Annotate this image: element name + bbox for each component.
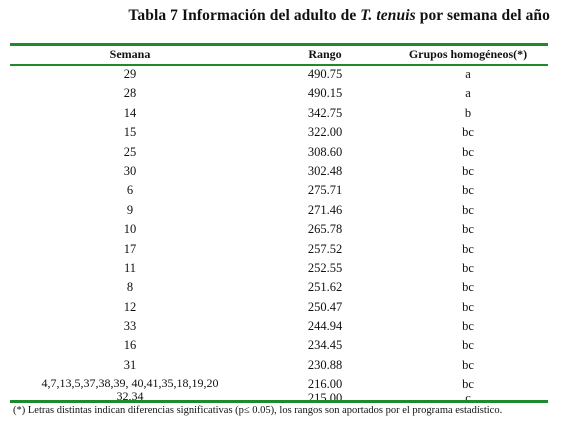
cell-rango: 265.78 xyxy=(307,222,343,237)
cell-rango: 342.75 xyxy=(307,105,343,120)
table-bottom-rule xyxy=(10,400,548,403)
table-row: 29 490.75 a xyxy=(0,67,568,86)
cell-rango: 302.48 xyxy=(307,163,343,178)
cell-grupo-line2: c xyxy=(465,391,471,406)
cell-rango-line1: 216.00 xyxy=(307,377,343,392)
table-row: 28 490.15 a xyxy=(0,86,568,105)
cell-grupo: bc xyxy=(462,260,474,275)
cell-rango: 490.15 xyxy=(307,86,343,101)
cell-semana: 30 xyxy=(123,163,137,178)
table-row: 8 251.62 bc xyxy=(0,280,568,299)
cell-rango: 234.45 xyxy=(307,338,343,353)
table-row: 12 250.47 bc xyxy=(0,300,568,319)
cell-rango: 252.55 xyxy=(307,260,343,275)
table-row: 10 265.78 bc xyxy=(0,222,568,241)
cell-grupo: bc xyxy=(462,299,474,314)
title-species: T. tenuis xyxy=(360,7,416,24)
cell-semana: 6 xyxy=(126,183,134,198)
cell-semana: 9 xyxy=(126,202,134,217)
cell-grupo: a xyxy=(465,86,471,101)
cell-grupo: bc c xyxy=(380,377,556,405)
cell-semana-line2: 32,34 xyxy=(116,388,144,403)
cell-semana-line1: 4,7,13,5,37,38,39, 40,41,35,18,19,20 xyxy=(41,376,219,391)
cell-semana: 28 xyxy=(123,86,137,101)
cell-grupo: bc xyxy=(462,280,474,295)
cell-rango: 230.88 xyxy=(307,357,343,372)
title-prefix: Tabla 7 Información del adulto de xyxy=(128,7,361,24)
cell-semana: 16 xyxy=(123,338,137,353)
table-row: 17 257.52 bc xyxy=(0,242,568,261)
cell-semana: 10 xyxy=(123,222,137,237)
table-row: 15 322.00 bc xyxy=(0,125,568,144)
title-suffix: por semana del año xyxy=(415,7,550,24)
cell-rango: 251.62 xyxy=(307,280,343,295)
cell-rango: 275.71 xyxy=(307,183,343,198)
table-row: 31 230.88 bc xyxy=(0,358,568,377)
cell-rango: 308.60 xyxy=(307,144,343,159)
cell-semana: 4,7,13,5,37,38,39, 40,41,35,18,19,20 32,3… xyxy=(10,377,250,402)
table-row: 30 302.48 bc xyxy=(0,164,568,183)
cell-semana: 14 xyxy=(123,105,137,120)
cell-grupo: a xyxy=(465,67,471,81)
cell-semana: 33 xyxy=(123,319,137,334)
cell-grupo: bc xyxy=(462,202,474,217)
table-row: 25 308.60 bc xyxy=(0,145,568,164)
table-header-rule xyxy=(10,64,548,66)
cell-rango-line2: 215.00 xyxy=(307,391,343,406)
table-footnote: (*) Letras distintas indican diferencias… xyxy=(13,405,503,416)
cell-rango: 244.94 xyxy=(307,319,343,334)
cell-rango: 271.46 xyxy=(307,202,343,217)
cell-semana: 11 xyxy=(123,260,137,275)
cell-rango: 250.47 xyxy=(307,299,343,314)
cell-semana: 15 xyxy=(123,125,137,140)
cell-rango: 257.52 xyxy=(307,241,343,256)
table-row: 16 234.45 bc xyxy=(0,338,568,357)
cell-grupo: bc xyxy=(462,163,474,178)
cell-rango: 322.00 xyxy=(307,125,343,140)
cell-grupo: bc xyxy=(462,125,474,140)
cell-grupo: bc xyxy=(462,357,474,372)
table-body: 29 490.75 a 28 490.15 a 14 342.75 b 15 322.00 bc 25 3… xyxy=(0,67,568,405)
header-semana: Semana xyxy=(109,47,151,61)
header-grupos: Grupos homogéneos(*) xyxy=(408,47,528,61)
cell-grupo: b xyxy=(464,105,472,120)
table-title: Tabla 7 Información del adulto de T. ten… xyxy=(0,7,550,25)
header-rango: Rango xyxy=(308,47,342,61)
cell-grupo: bc xyxy=(462,241,474,256)
cell-semana: 8 xyxy=(126,280,134,295)
cell-grupo: bc xyxy=(462,183,474,198)
cell-grupo: bc xyxy=(462,222,474,237)
cell-semana: 29 xyxy=(123,67,137,81)
table-row: 14 342.75 b xyxy=(0,106,568,125)
table-row: 9 271.46 bc xyxy=(0,203,568,222)
cell-grupo: bc xyxy=(462,319,474,334)
table-top-rule xyxy=(10,43,548,46)
cell-rango: 490.75 xyxy=(307,67,343,81)
cell-grupo-line1: bc xyxy=(462,377,474,392)
cell-semana: 25 xyxy=(123,144,137,159)
cell-semana: 17 xyxy=(123,241,137,256)
table-row: 33 244.94 bc xyxy=(0,319,568,338)
table-row: 6 275.71 bc xyxy=(0,183,568,202)
cell-grupo: bc xyxy=(462,144,474,159)
table-row: 11 252.55 bc xyxy=(0,261,568,280)
cell-semana: 12 xyxy=(123,299,137,314)
cell-semana: 31 xyxy=(123,357,137,372)
cell-grupo: bc xyxy=(462,338,474,353)
